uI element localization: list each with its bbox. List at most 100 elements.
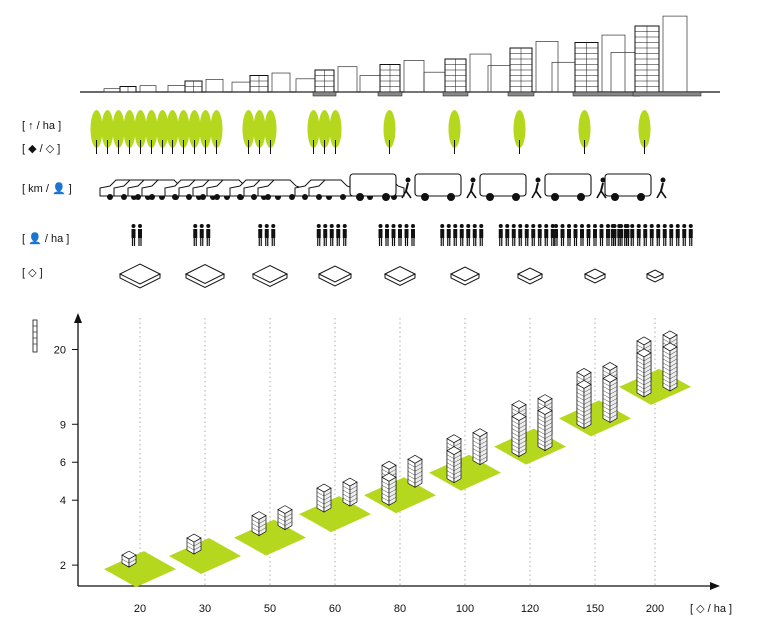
- housing-unit-icon: [449, 266, 481, 286]
- underground-parking: [632, 91, 702, 97]
- x-ticks: 20 30 50 60 80 100 120 150 200: [134, 603, 664, 615]
- tree-icon: [177, 110, 190, 154]
- tree-icon: [448, 110, 461, 154]
- tree-icon: [242, 110, 255, 154]
- density-chart: 2 4 6 9 20 20 30 50 60 80 100 120 150 200 [ ◇ / ha ]: [32, 313, 732, 615]
- housing-unit-icon: [645, 269, 665, 283]
- underground-parking: [442, 91, 469, 97]
- person-icon: [617, 224, 622, 246]
- person-icon: [271, 224, 276, 246]
- tree-icon: [134, 110, 147, 154]
- person-icon: [636, 224, 641, 246]
- person-icon: [131, 224, 136, 246]
- tree-icon: [329, 110, 342, 154]
- tree-icon: [199, 110, 212, 154]
- tree-icon: [318, 110, 331, 154]
- tree-icon: [578, 110, 591, 154]
- bus-icon: [414, 173, 462, 201]
- x-tick-label: 80: [394, 603, 406, 615]
- person-icon: [593, 224, 597, 246]
- housing-unit-icon: [583, 268, 607, 284]
- person-icon: [669, 224, 674, 246]
- density-block: [494, 394, 566, 465]
- skyline-building: [119, 86, 137, 93]
- person-icon: [610, 224, 615, 246]
- person-icon: [329, 224, 334, 246]
- y-tick-label: 9: [60, 419, 66, 431]
- person-icon: [440, 224, 445, 246]
- building-volume: [636, 348, 652, 398]
- person-icon: [446, 224, 451, 246]
- green-row-label: [ ◆ / ◇ ]: [22, 143, 60, 155]
- tree-icon: [307, 110, 320, 154]
- tree-icon: [123, 110, 136, 154]
- person-icon: [567, 224, 571, 246]
- person-icon: [505, 224, 510, 246]
- green-plot: [619, 368, 691, 405]
- x-tick-label: 50: [264, 603, 276, 615]
- person-icon: [498, 224, 503, 246]
- skyline-outline-building: [167, 85, 186, 93]
- trees-row: [90, 110, 651, 154]
- person-icon: [623, 224, 628, 246]
- skyline-outline-building: [535, 41, 559, 93]
- skyline-building: [444, 58, 467, 93]
- y-tick-label: 4: [60, 495, 66, 507]
- person-icon: [643, 224, 648, 246]
- density-block: [559, 362, 631, 437]
- skyline-building: [634, 25, 660, 93]
- person-icon: [342, 224, 347, 246]
- underground-parking: [377, 91, 403, 97]
- person-icon: [466, 224, 471, 246]
- skyline-outline-building: [551, 61, 576, 93]
- bus-icon: [544, 173, 592, 201]
- tree-icon: [112, 110, 125, 154]
- tree-icon: [264, 110, 277, 154]
- x-tick-label: 100: [456, 603, 474, 615]
- pedestrian-icon: [656, 177, 667, 199]
- person-icon: [560, 224, 565, 246]
- x-axis-arrow: [710, 582, 720, 590]
- building-volume: [537, 406, 553, 452]
- pedestrian-icon: [531, 177, 542, 199]
- person-icon: [453, 224, 458, 246]
- y-ticks: 2 4 6 9 20: [54, 345, 78, 572]
- housing-unit-icon: [383, 265, 417, 287]
- bus-icon: [479, 173, 527, 201]
- building-volume: [472, 428, 488, 466]
- x-tick-label: 60: [329, 603, 341, 615]
- person-icon: [606, 224, 610, 246]
- tree-icon: [513, 110, 526, 154]
- row-labels: [ ↑ / ha ] [ ◆ / ◇ ] [ km / 👤 ] [ 👤 / ha…: [22, 120, 72, 279]
- people-row-label: [ 👤 / ha ]: [22, 232, 69, 245]
- tree-icon: [156, 110, 169, 154]
- skyline-outline-building: [337, 66, 358, 93]
- x-tick-label: 20: [134, 603, 146, 615]
- skyline-outline-building: [295, 78, 316, 93]
- unit-row-label: [ ◇ ]: [22, 267, 43, 279]
- person-icon: [264, 224, 269, 246]
- trees-row-label: [ ↑ / ha ]: [22, 120, 61, 132]
- building-volume: [511, 412, 527, 458]
- tree-icon: [188, 110, 201, 154]
- housing-unit-icon: [516, 267, 544, 285]
- skyline-outline-building: [271, 72, 291, 93]
- skyline-building: [379, 64, 401, 93]
- person-icon: [472, 224, 477, 246]
- density-block: [619, 330, 691, 405]
- skyline-building: [314, 69, 335, 93]
- person-icon: [550, 224, 555, 246]
- person-icon: [511, 224, 516, 246]
- skyline-building: [574, 42, 599, 93]
- green-plot: [104, 551, 176, 588]
- y-axis-arrow: [74, 313, 82, 323]
- density-block: [429, 428, 501, 491]
- y-tick-label: 20: [54, 345, 66, 357]
- person-icon: [554, 224, 558, 246]
- green-plot: [429, 454, 501, 491]
- person-icon: [316, 224, 321, 246]
- tree-icon: [145, 110, 158, 154]
- person-icon: [630, 224, 635, 246]
- building-volume: [186, 533, 202, 555]
